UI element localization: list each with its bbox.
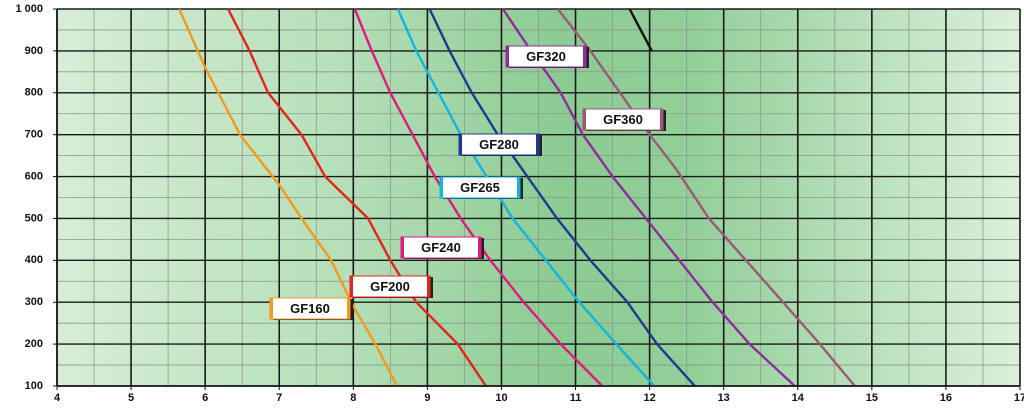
series-labels: GF160 GF200 GF240 GF265 GF280 GF320 GF360: [269, 45, 666, 320]
label-accent: [459, 134, 462, 155]
label-accent: [660, 109, 663, 130]
y-tick-label: 500: [25, 212, 43, 224]
x-tick-label: 12: [643, 392, 655, 404]
x-tick-label: 5: [128, 392, 134, 404]
y-tick-label: 300: [25, 296, 43, 308]
label-accent: [270, 298, 273, 319]
series-line: [227, 8, 487, 387]
series-line: [501, 8, 796, 387]
y-tick-label: 800: [25, 87, 43, 99]
series-line: [178, 8, 399, 387]
series-label: GF265: [460, 180, 500, 195]
label-accent: [583, 46, 586, 67]
series-label: GF160: [290, 301, 330, 316]
label-accent: [506, 46, 509, 67]
x-tick-label: 6: [202, 392, 208, 404]
y-tick-label: 400: [25, 254, 43, 266]
label-accent: [536, 134, 539, 155]
series-line: [428, 8, 696, 387]
x-tick-label: 17: [1014, 392, 1024, 404]
series-label: GF360: [603, 112, 643, 127]
label-accent: [583, 109, 586, 130]
x-tick-label: 7: [276, 392, 282, 404]
y-tick-label: 1 000: [15, 3, 43, 15]
x-tick-label: 16: [940, 392, 952, 404]
label-accent: [350, 276, 353, 297]
series-label: GF320: [526, 49, 566, 64]
y-tick-label: 600: [25, 170, 43, 182]
label-accent: [440, 177, 443, 198]
x-tick-label: 4: [54, 392, 61, 404]
x-tick-label: 9: [424, 392, 430, 404]
series-line: [628, 8, 653, 52]
lines: [178, 8, 856, 387]
x-tick-label: 14: [792, 392, 805, 404]
y-tick-label: 700: [25, 129, 43, 141]
series-label: GF280: [479, 137, 519, 152]
x-tick-label: 8: [350, 392, 356, 404]
series-label: GF200: [370, 279, 410, 294]
y-tick-label: 900: [25, 45, 43, 57]
axes: 4 5 6 7 8 9 10 11 12 13 14 15 16 17 100 200 300 400 500 600…: [15, 3, 1024, 404]
x-tick-label: 13: [718, 392, 730, 404]
x-tick-label: 15: [866, 392, 878, 404]
label-accent: [347, 298, 350, 319]
grid: [56, 8, 1021, 387]
label-accent: [478, 237, 481, 258]
y-tick-label: 100: [25, 380, 43, 392]
x-tick-label: 10: [495, 392, 507, 404]
series-line: [556, 8, 856, 387]
label-accent: [427, 276, 430, 297]
label-accent: [517, 177, 520, 198]
series-label: GF240: [421, 240, 461, 255]
y-tick-label: 200: [25, 338, 43, 350]
label-accent: [401, 237, 404, 258]
x-tick-label: 11: [570, 392, 582, 404]
